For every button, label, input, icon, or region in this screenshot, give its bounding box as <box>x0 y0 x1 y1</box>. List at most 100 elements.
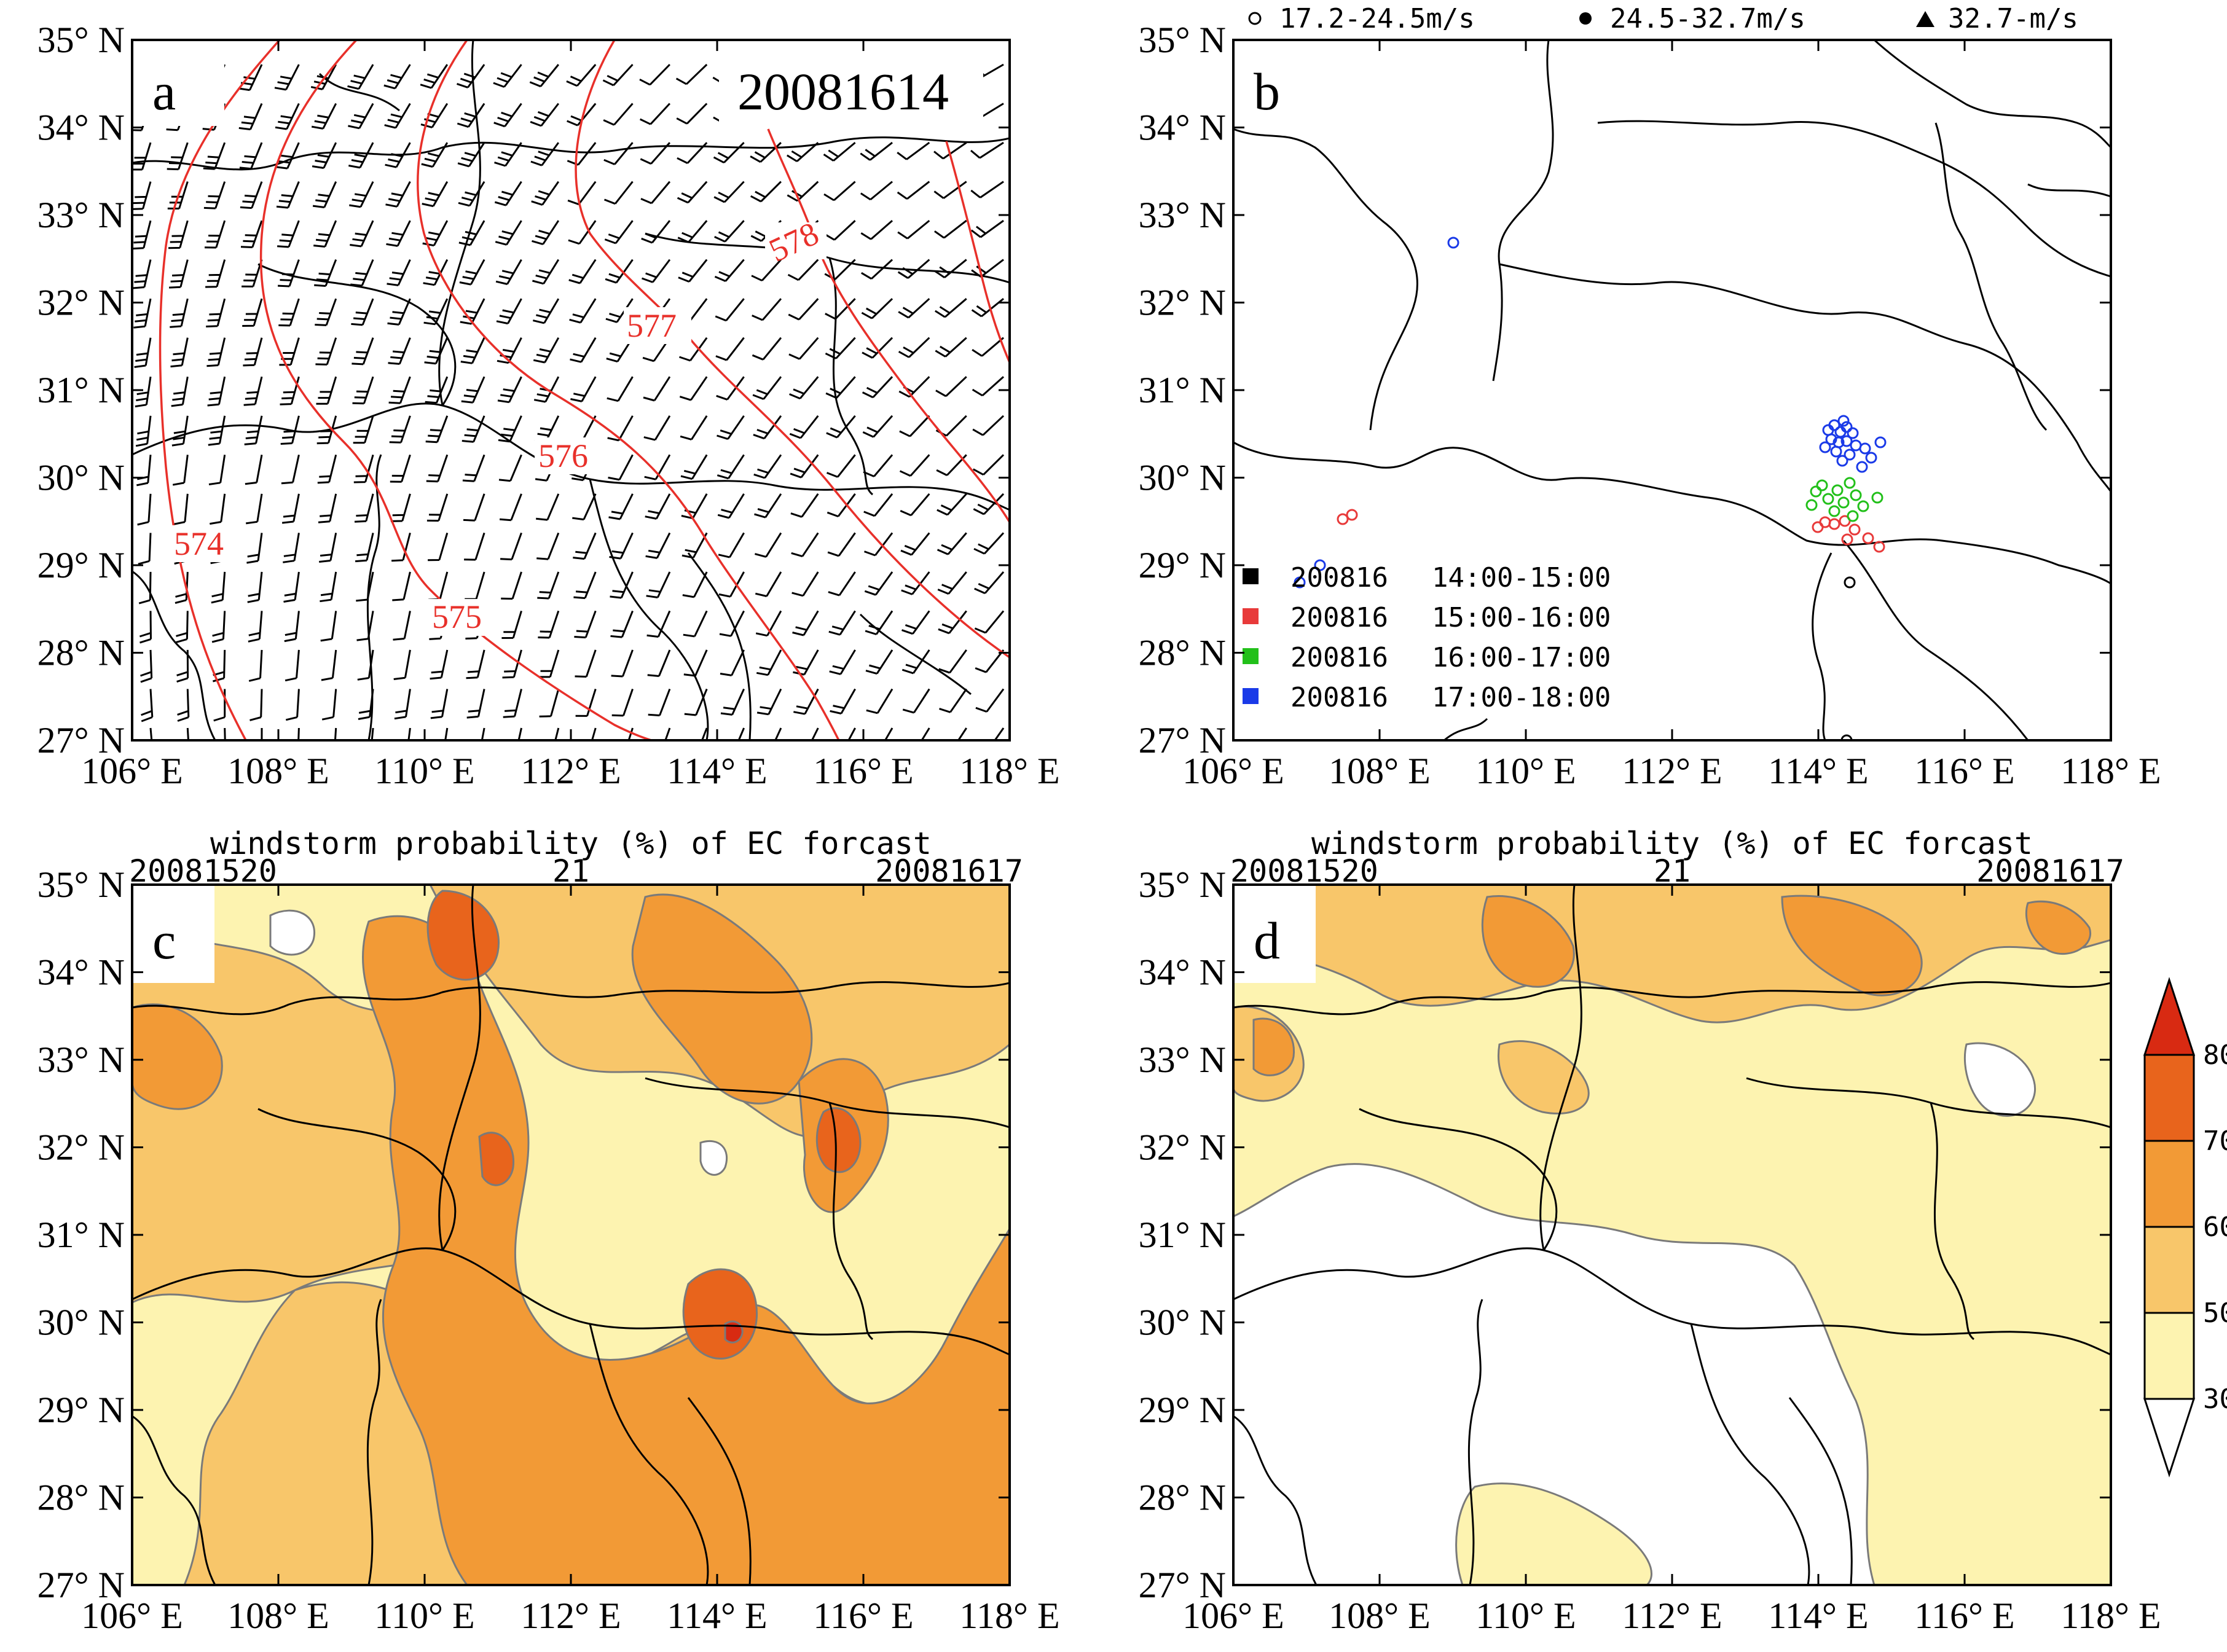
wind-barb <box>353 454 374 483</box>
wind-barb <box>572 493 597 521</box>
wind-barb <box>494 142 522 167</box>
lat-tick-label: 34° N <box>1139 952 1226 993</box>
legend-swatch <box>1243 568 1259 584</box>
lon-tick-label: 106° E <box>81 751 183 791</box>
wind-barb <box>274 64 300 91</box>
wind-barb <box>276 181 300 209</box>
wind-barb <box>240 220 263 248</box>
prob-70-80 <box>478 1132 515 1186</box>
obs-17-18 <box>1836 455 1848 467</box>
wind-barb <box>425 415 449 444</box>
magnitude-legend: 17.2-24.5m/s 24.5-32.7m/s 32.7-m/s <box>1248 3 2078 34</box>
prob-30-50 <box>1233 885 2111 1585</box>
wind-barb <box>611 649 634 678</box>
mid-time-label: 21 <box>552 853 589 889</box>
wind-barb <box>900 493 930 517</box>
wind-barb <box>933 181 967 199</box>
wind-barb <box>603 181 634 205</box>
wind-barb <box>860 141 893 161</box>
prob-60-70 <box>132 1003 223 1110</box>
wind-barb <box>530 142 560 166</box>
wind-barb <box>752 337 782 361</box>
contour-579 <box>945 141 1010 363</box>
wind-barb <box>205 259 226 288</box>
wind-barb <box>500 532 522 561</box>
axis-ticks: 35° N 34° N 33° N 32° N 31° N 30° N 29° N 28° N… <box>37 20 2161 1636</box>
wind-barb <box>385 181 411 208</box>
obs-17-18 <box>1825 433 1837 445</box>
wind-barb <box>898 298 930 319</box>
wind-barb <box>530 103 559 127</box>
wind-barb <box>826 454 856 478</box>
wind-barb <box>140 649 153 683</box>
lon-tick-label: 110° E <box>1475 751 1576 791</box>
wind-barb <box>206 298 226 327</box>
lat-tick-label: 28° N <box>37 633 125 673</box>
wind-barb <box>607 376 634 402</box>
wind-barb <box>421 142 449 168</box>
obs-16-17 <box>1805 499 1818 511</box>
wind-barb <box>828 610 856 636</box>
wind-barb <box>297 727 300 740</box>
wind-barb <box>135 415 152 447</box>
wind-barb <box>683 649 708 677</box>
wind-barb <box>243 337 263 367</box>
wind-barb <box>643 376 671 402</box>
lat-tick-label: 28° N <box>1139 1478 1226 1518</box>
start-time-label: 20081520 <box>129 853 277 889</box>
wind-barb <box>238 64 263 92</box>
wind-barb <box>751 259 782 282</box>
wind-barb <box>934 219 967 239</box>
wind-barb <box>430 689 449 719</box>
wind-barb <box>458 220 485 246</box>
wind-barb <box>278 259 300 288</box>
lat-tick-label: 34° N <box>1139 108 1226 148</box>
wind-barb <box>315 298 337 326</box>
colorbar-tick: 70 <box>2203 1125 2227 1157</box>
wind-barb <box>938 610 967 635</box>
wind-barb <box>679 376 708 401</box>
panel-letter-a: a <box>152 62 176 121</box>
wind-barb <box>901 649 930 675</box>
wind-barb <box>462 415 485 443</box>
wind-barb <box>133 259 152 289</box>
wind-barb <box>495 220 522 246</box>
wind-barb <box>383 64 411 90</box>
panel-b: b 17.2-24.5m/s 24.5-32.7m/s 32.7-m/s 200… <box>1232 3 2112 742</box>
wind-barb <box>501 571 522 600</box>
wind-barb <box>861 298 894 319</box>
wind-barb <box>862 337 894 359</box>
wind-barb <box>494 181 522 206</box>
wind-barb <box>750 181 782 203</box>
wind-barb <box>865 649 894 675</box>
wind-barb <box>575 649 597 678</box>
wind-barb <box>496 298 522 325</box>
lat-tick-label: 29° N <box>37 545 125 585</box>
wind-barb <box>132 181 152 210</box>
wind-barb <box>860 181 893 201</box>
obs-17-18 <box>1865 452 1877 464</box>
wind-barb <box>823 141 856 162</box>
wind-barb <box>643 415 671 441</box>
wind-barb <box>680 415 708 440</box>
lat-tick-label: 35° N <box>1139 20 1226 60</box>
lat-tick-label: 34° N <box>37 108 125 148</box>
wind-barb <box>973 532 1005 555</box>
wind-barb <box>645 532 671 559</box>
obs-17-18 <box>1830 445 1842 458</box>
wind-barb <box>935 337 967 358</box>
prob-60-70 <box>1252 1017 1295 1076</box>
lat-tick-label: 33° N <box>1139 1039 1226 1080</box>
wind-barb <box>426 493 449 522</box>
time-legend: 200816 14:00-15:00 200816 15:00-16:00 20… <box>1243 562 1611 713</box>
wind-barb <box>901 610 930 635</box>
wind-barb <box>501 610 522 639</box>
wind-barb <box>422 181 449 208</box>
wind-barb <box>532 298 560 324</box>
wind-barb <box>283 571 300 603</box>
wind-barb <box>750 142 782 163</box>
wind-barb <box>970 181 1004 198</box>
wind-barb <box>313 220 337 248</box>
wind-barb <box>348 103 374 130</box>
wind-barb <box>464 532 485 561</box>
